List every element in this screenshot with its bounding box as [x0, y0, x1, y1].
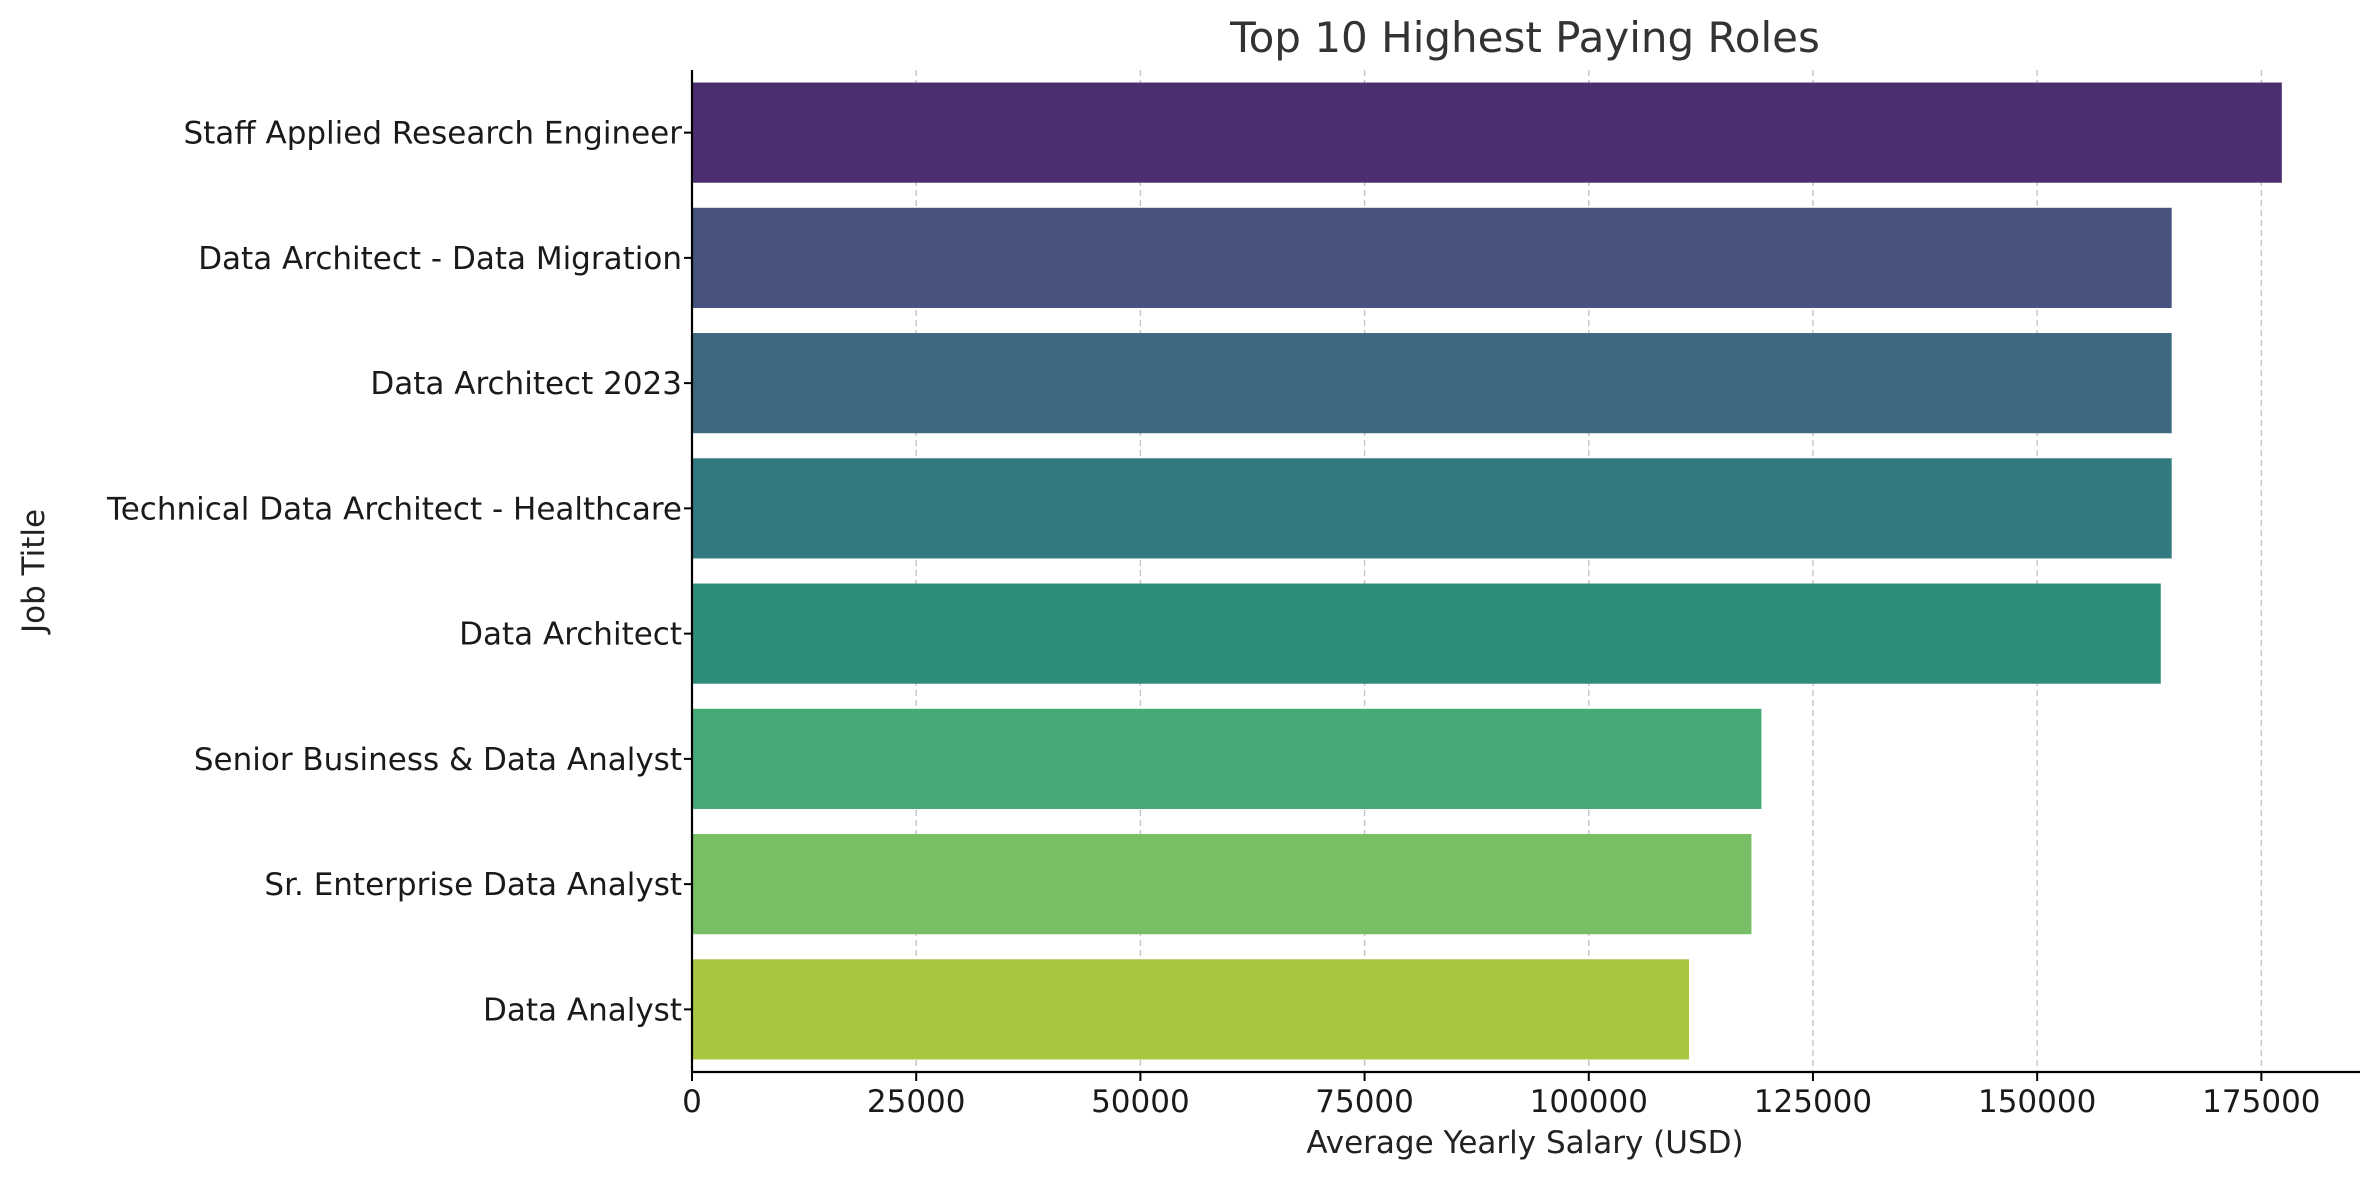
- category-label: Staff Applied Research Engineer: [183, 116, 682, 152]
- x-tick-label: 25000: [867, 1084, 966, 1120]
- bar: [692, 708, 1762, 809]
- category-label: Data Architect: [459, 617, 682, 653]
- x-tick-label: 175000: [2202, 1084, 2320, 1120]
- y-axis-title: Job Title: [16, 509, 52, 635]
- x-axis-title: Average Yearly Salary (USD): [1306, 1125, 1743, 1161]
- bars: [692, 82, 2282, 1060]
- x-tick-label: 0: [682, 1084, 702, 1120]
- category-label: Data Analyst: [483, 992, 682, 1028]
- x-tick-label: 50000: [1091, 1084, 1190, 1120]
- x-tick-label: 100000: [1530, 1084, 1648, 1120]
- category-label: Sr. Enterprise Data Analyst: [264, 867, 682, 903]
- bar: [692, 959, 1689, 1060]
- category-labels: Staff Applied Research Engineer Data Arch…: [106, 116, 692, 1028]
- x-axis-ticks: 0 25000 50000 75000 100000 125000 150000 175000: [682, 1072, 2321, 1120]
- category-label: Technical Data Architect - Healthcare: [106, 491, 682, 527]
- bar: [692, 82, 2282, 183]
- x-tick-label: 150000: [1978, 1084, 2096, 1120]
- x-tick-label: 75000: [1315, 1084, 1414, 1120]
- category-label: Data Architect 2023: [370, 366, 682, 402]
- chart-title: Top 10 Highest Paying Roles: [1229, 13, 1820, 62]
- bar: [692, 583, 2161, 684]
- category-label: Data Architect - Data Migration: [198, 241, 682, 277]
- bar: [692, 834, 1752, 935]
- bar: [692, 333, 2172, 434]
- x-tick-label: 125000: [1754, 1084, 1872, 1120]
- bar: [692, 458, 2172, 559]
- category-label: Senior Business & Data Analyst: [194, 742, 682, 778]
- bar: [692, 207, 2172, 308]
